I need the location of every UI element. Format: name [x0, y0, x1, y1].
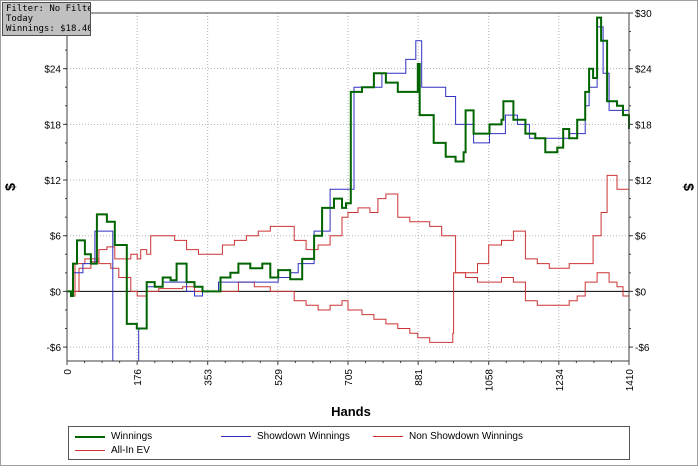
y-tick-label-left: -$6 [47, 343, 62, 354]
y-tick-label-right: $12 [635, 176, 652, 187]
y-tick-label-left: $0 [50, 287, 62, 298]
axes: -$6-$6$0$0$6$6$12$12$18$18$24$24$30$3001… [44, 9, 652, 391]
legend-item-winnings: Winnings [75, 430, 152, 443]
y-tick-label-right: $18 [635, 120, 652, 131]
y-tick-label-right: -$6 [635, 343, 650, 354]
x-axis-label: Hands [331, 404, 371, 419]
x-tick-label: 1058 [485, 369, 496, 392]
x-tick-label: 353 [204, 369, 215, 386]
y-tick-label-left: $12 [44, 176, 61, 187]
x-tick-label: 529 [274, 369, 285, 386]
y-tick-label-right: $0 [635, 287, 647, 298]
series-line-all-in-ev [67, 174, 630, 297]
y-tick-label-left: $18 [44, 120, 61, 131]
legend-item-showdown: Showdown Winnings [221, 430, 350, 443]
filter-text: Filter: No Filter [6, 4, 91, 14]
legend-swatch-allin-ev [75, 450, 105, 451]
legend-label-showdown: Showdown Winnings [257, 431, 350, 442]
y-tick-label-left: $24 [44, 65, 61, 76]
x-tick-label: 881 [414, 369, 425, 386]
y-tick-label-left: $6 [50, 232, 62, 243]
series-line-winnings [67, 16, 630, 330]
legend-label-winnings: Winnings [111, 431, 153, 442]
y-axis-label-left: $ [2, 183, 18, 191]
legend-swatch-winnings [75, 435, 105, 438]
legend: Winnings Showdown Winnings Non Showdown … [68, 426, 630, 460]
winnings-text: Winnings: $18.40 [6, 24, 91, 34]
y-tick-label-right: $24 [635, 65, 652, 76]
y-tick-label-right: $6 [635, 232, 647, 243]
x-tick-label: 1234 [555, 369, 566, 392]
legend-item-allin-ev: All-In EV [75, 444, 150, 457]
legend-label-non-showdown: Non Showdown Winnings [409, 431, 523, 442]
series-line-showdown-winnings [67, 26, 629, 362]
legend-label-allin-ev: All-In EV [111, 445, 150, 456]
x-tick-label: 176 [133, 369, 144, 386]
x-tick-label: 705 [344, 369, 355, 386]
series-group [67, 16, 630, 362]
y-axis-label-right: $ [681, 183, 697, 191]
x-tick-label: 0 [63, 369, 74, 375]
y-tick-label-right: $30 [635, 9, 652, 20]
legend-swatch-showdown [221, 436, 251, 437]
legend-swatch-non-showdown [373, 436, 403, 437]
filter-info-box: Filter: No Filter Today Winnings: $18.40 [2, 2, 91, 36]
x-tick-label: 1410 [625, 369, 636, 392]
period-text: Today [6, 14, 34, 24]
legend-item-non-showdown: Non Showdown Winnings [373, 430, 523, 443]
